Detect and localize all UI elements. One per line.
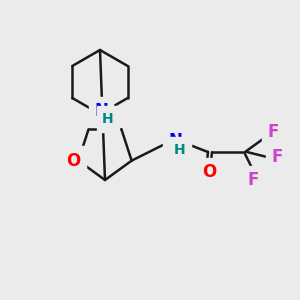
Text: N: N	[168, 132, 182, 150]
Text: F: F	[267, 123, 279, 141]
Text: H: H	[174, 143, 186, 157]
Text: F: F	[271, 148, 283, 166]
Text: O: O	[202, 163, 216, 181]
Text: N: N	[94, 102, 108, 120]
Text: F: F	[247, 171, 259, 189]
Text: O: O	[66, 152, 80, 170]
Text: H: H	[102, 112, 114, 126]
